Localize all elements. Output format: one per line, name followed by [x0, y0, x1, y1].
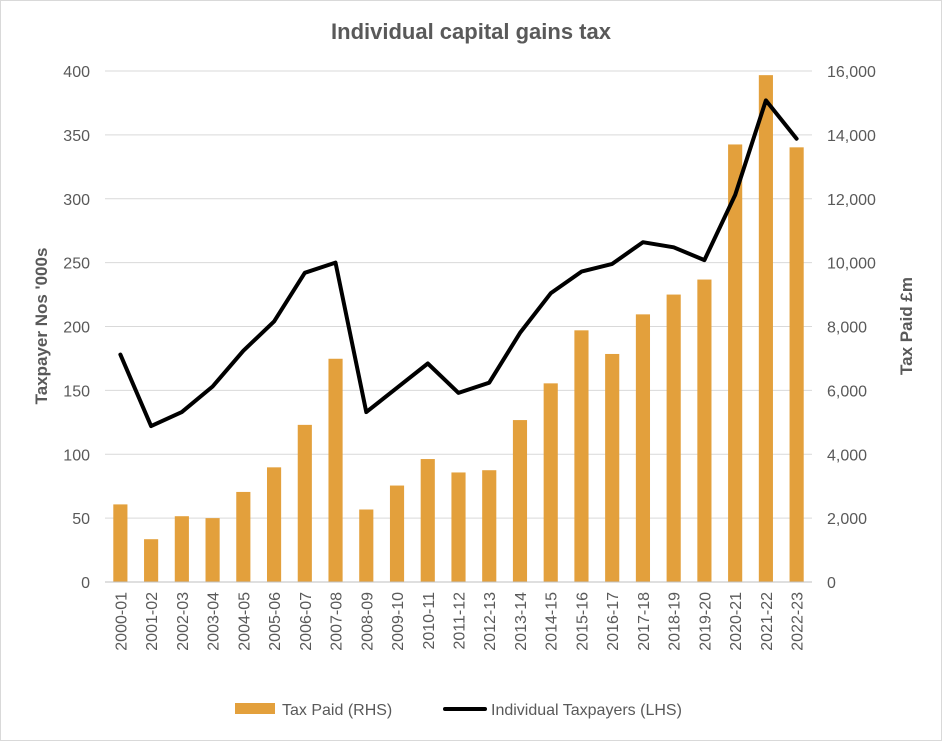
right-axis-title: Tax Paid £m: [897, 277, 916, 375]
legend: Tax Paid (RHS) Individual Taxpayers (LHS…: [235, 702, 682, 719]
x-tick-label: 2007-08: [329, 592, 346, 651]
x-tick-label: 2000-01: [113, 592, 130, 651]
y-right-tick-label: 14,000: [827, 128, 876, 145]
bar-tax-paid: [666, 294, 681, 582]
y-left-tick-label: 250: [63, 256, 90, 273]
y-right-tick-label: 6,000: [827, 383, 867, 400]
bar-tax-paid: [389, 485, 405, 582]
bar-tax-paid: [605, 353, 620, 582]
bar-tax-paid: [635, 314, 651, 582]
bar-tax-paid: [144, 539, 159, 582]
bar-tax-paid: [543, 383, 558, 582]
bar-tax-paid: [420, 459, 435, 582]
x-tick-label: 2005-06: [267, 592, 284, 651]
bar-tax-paid: [482, 470, 497, 582]
x-tick-label: 2020-21: [728, 592, 745, 651]
y-left-tick-label: 350: [63, 128, 90, 145]
bar-tax-paid: [205, 518, 220, 582]
left-axis-title: Taxpayer Nos '000s: [32, 248, 51, 405]
chart-title: Individual capital gains tax: [331, 19, 612, 44]
bar-tax-paid: [328, 358, 343, 582]
x-tick-label: 2001-02: [144, 592, 161, 651]
x-tick-label: 2019-20: [697, 592, 714, 651]
bar-tax-paid: [236, 491, 251, 582]
x-tick-label: 2014-15: [544, 592, 561, 651]
y-right-tick-label: 12,000: [827, 192, 876, 209]
bar-tax-paid: [728, 144, 743, 583]
y-left-tick-label: 200: [63, 320, 90, 337]
bar-tax-paid: [451, 472, 466, 582]
bar-tax-paid: [174, 516, 189, 582]
x-tick-label: 2022-23: [790, 592, 807, 651]
legend-label-tax-paid: Tax Paid (RHS): [282, 702, 392, 719]
y-right-tick-label: 4,000: [827, 447, 867, 464]
bar-tax-paid: [789, 147, 804, 582]
line-series-taxpayers: [118, 98, 799, 429]
bar-tax-paid: [574, 330, 589, 582]
x-tick-label: 2013-14: [513, 592, 530, 651]
x-tick-label: 2015-16: [574, 592, 591, 651]
bar-tax-paid: [266, 467, 282, 582]
y-left-tick-label: 400: [63, 64, 90, 81]
bar-tax-paid: [113, 504, 128, 582]
bar-tax-paid: [359, 509, 374, 582]
y-right-tick-label: 8,000: [827, 320, 867, 337]
x-tick-label: 2017-18: [636, 592, 653, 651]
bar-tax-paid: [297, 424, 312, 582]
x-tick-label: 2010-11: [421, 592, 438, 650]
y-left-tick-label: 50: [72, 511, 90, 528]
bar-series-tax-paid: [113, 75, 804, 583]
gridlines: [105, 70, 812, 519]
x-tick-label: 2009-10: [390, 592, 407, 651]
axes: 0 0 50 2,000 100 4,000 150 6,000 200 8,000 250 10,0…: [63, 64, 876, 651]
bar-tax-paid: [512, 420, 528, 582]
x-tick-label: 2016-17: [605, 592, 622, 651]
x-tick-label: 2021-22: [759, 592, 776, 651]
y-left-tick-label: 100: [63, 447, 90, 464]
y-right-tick-label: 16,000: [827, 64, 876, 81]
x-tick-label: 2018-19: [667, 592, 684, 651]
y-right-tick-label: 10,000: [827, 256, 876, 273]
x-tick-label: 2006-07: [298, 592, 315, 651]
y-left-tick-label: 300: [63, 192, 90, 209]
bar-tax-paid: [697, 279, 712, 582]
line-taxpayers: [118, 98, 799, 429]
y-right-tick-label: 0: [827, 575, 836, 592]
bar-tax-paid: [758, 75, 773, 582]
y-left-tick-label: 0: [81, 575, 90, 592]
x-tick-label: 2008-09: [359, 592, 376, 651]
x-tick-label: 2002-03: [175, 592, 192, 651]
x-tick-label: 2003-04: [206, 592, 223, 651]
x-tick-label: 2011-12: [452, 592, 469, 650]
x-tick-label: 2004-05: [236, 592, 253, 651]
y-right-tick-label: 2,000: [827, 511, 867, 528]
legend-swatch-tax-paid: [235, 703, 275, 714]
x-tick-label: 2012-13: [482, 592, 499, 651]
legend-label-taxpayers: Individual Taxpayers (LHS): [491, 702, 682, 719]
y-left-tick-label: 150: [63, 383, 90, 400]
